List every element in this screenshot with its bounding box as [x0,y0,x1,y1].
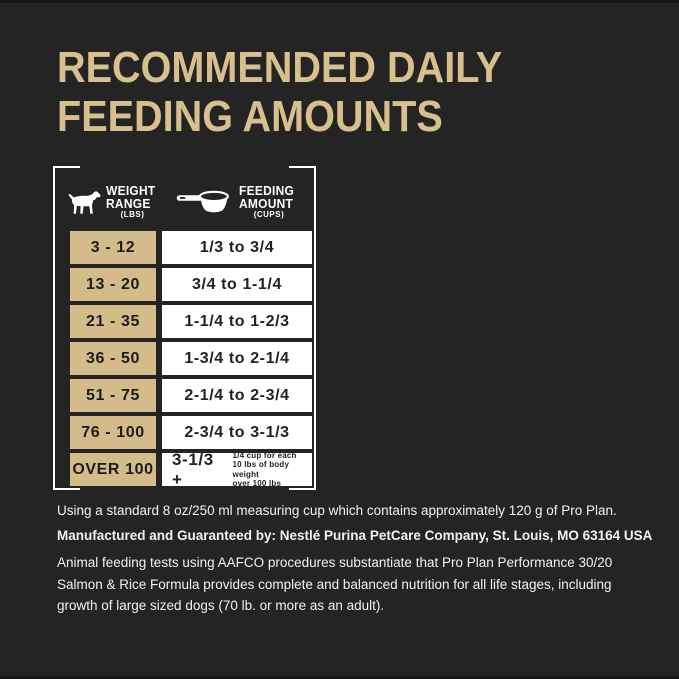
amount-note: 1/4 cup for each 10 lbs of body weight o… [232,450,297,489]
table-row: 13 - 20 3/4 to 1-1/4 [70,268,314,301]
amount-cell: 3-1/3 + 1/4 cup for each 10 lbs of body … [162,450,312,489]
amount-value: 1/3 to 3/4 [199,238,275,256]
feeding-unit-label: (CUPS) [253,210,285,219]
aafco-statement: Animal feeding tests using AAFCO procedu… [57,555,613,613]
amount-cell: 2-3/4 to 3-1/3 [162,416,312,449]
weight-label-line1: WEIGHT [105,183,156,198]
frame-corner-bottom-right [289,488,316,490]
amount-value: 3-1/3 + [172,449,214,489]
weight-cell: 21 - 35 [70,305,156,338]
amount-cell: 3/4 to 1-1/4 [162,268,312,301]
amount-cell: 1/3 to 3/4 [162,231,312,264]
feeding-label-line1: FEEDING [239,183,295,198]
amount-value: 3/4 to 1-1/4 [192,275,282,293]
weight-unit-label: (LBS) [120,210,145,219]
table-body: 3 - 12 1/3 to 3/4 13 - 20 3/4 to 1-1/4 2… [55,224,314,489]
weight-range-label: WEIGHT RANGE (LBS) [106,184,160,220]
weight-cell: OVER 100 [70,453,156,486]
table-row: 3 - 12 1/3 to 3/4 [70,231,314,264]
weight-cell: 13 - 20 [70,268,156,301]
table-header: WEIGHT RANGE (LBS) FEEDING AMOUNT (CUPS) [55,166,314,224]
table-row: 36 - 50 1-3/4 to 2-1/4 [70,342,314,375]
feeding-amount-header: FEEDING AMOUNT (CUPS) [162,184,312,220]
feeding-label-line2: AMOUNT [239,196,294,211]
frame-corner-top-right [289,166,316,168]
manufacturer-statement: Manufactured and Guaranteed by: Nestlé P… [57,528,653,543]
table-row: 21 - 35 1-1/4 to 1-2/3 [70,305,314,338]
feeding-table: WEIGHT RANGE (LBS) FEEDING AMOUNT (CUPS) [53,166,316,490]
dog-icon [67,191,101,214]
page-title-line2: FEEDING AMOUNTS [57,92,443,141]
amount-value: 2-1/4 to 2-3/4 [184,386,290,404]
amount-value: 1-3/4 to 2-1/4 [184,349,290,367]
amount-value: 1-1/4 to 1-2/3 [184,312,290,330]
weight-cell: 51 - 75 [70,379,156,412]
frame-corner-top-left [53,166,80,168]
amount-cell: 1-1/4 to 1-2/3 [162,305,312,338]
amount-value: 2-3/4 to 3-1/3 [184,423,290,441]
table-row: OVER 100 3-1/3 + 1/4 cup for each 10 lbs… [70,450,314,489]
weight-cell: 36 - 50 [70,342,156,375]
weight-label-line2: RANGE [105,196,151,211]
page-title: RECOMMENDED DAILY FEEDING AMOUNTS [57,43,502,141]
weight-cell: 3 - 12 [70,231,156,264]
weight-cell: 76 - 100 [70,416,156,449]
page-title-line1: RECOMMENDED DAILY [57,43,503,92]
measuring-cup-note: Using a standard 8 oz/250 ml measuring c… [57,503,617,518]
frame-corner-bottom-left [53,488,80,490]
measuring-cup-icon [176,190,229,213]
amount-cell: 2-1/4 to 2-3/4 [162,379,312,412]
amount-cell: 1-3/4 to 2-1/4 [162,342,312,375]
table-row: 76 - 100 2-3/4 to 3-1/3 [70,416,314,449]
feeding-amount-label: FEEDING AMOUNT (CUPS) [239,184,299,220]
table-row: 51 - 75 2-1/4 to 2-3/4 [70,379,314,412]
weight-range-header: WEIGHT RANGE (LBS) [67,184,156,220]
